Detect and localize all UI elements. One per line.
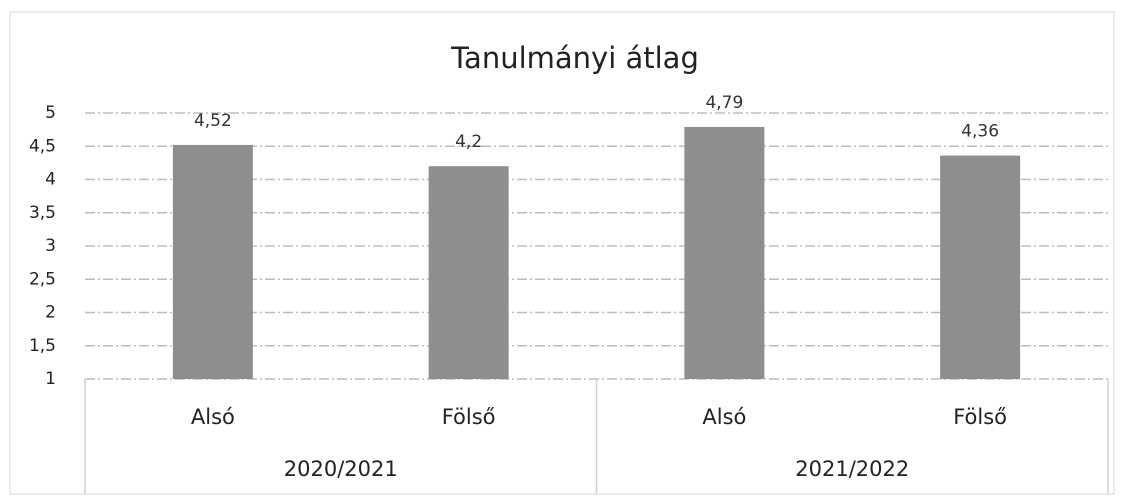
y-tick-label: 1,5 [29,336,56,356]
y-tick-label: 3,5 [29,203,56,223]
group-label: 2021/2022 [795,457,909,481]
x-tick-label: Alsó [191,405,235,429]
y-tick-label: 2 [45,303,56,323]
value-label: 4,52 [194,111,232,131]
y-tick-label: 3 [45,236,56,256]
bar [684,126,765,379]
y-tick-label: 4 [45,170,56,190]
x-tick-label: Alsó [702,405,746,429]
chart-title: Tanulmányi átlag [450,41,699,75]
bar [428,166,509,379]
x-tick-label: Fölső [953,405,1007,429]
y-tick-label: 4,5 [29,136,56,156]
y-tick-label: 1 [45,369,56,389]
value-label: 4,2 [455,132,482,152]
y-tick-label: 5 [45,103,56,123]
value-label: 4,36 [961,122,999,142]
x-tick-label: Fölső [442,405,496,429]
value-label: 4,79 [705,93,743,113]
group-label: 2020/2021 [284,457,398,481]
bar [172,144,253,379]
y-tick-label: 2,5 [29,269,56,289]
bar [940,155,1021,379]
